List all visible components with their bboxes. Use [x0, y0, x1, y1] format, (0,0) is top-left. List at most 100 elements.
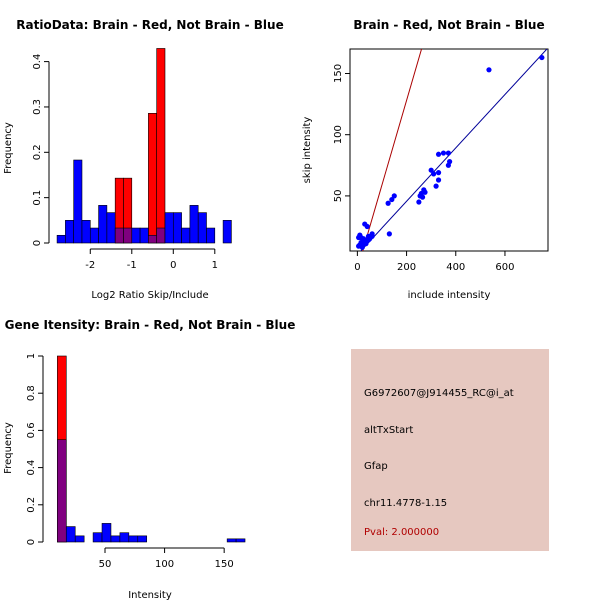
scatter-y-tick-label: 50 [333, 190, 344, 203]
ratio-notbrain-bar [189, 205, 199, 244]
ratio-histogram-title: RatioData: Brain - Red, Not Brain - Blue [16, 18, 283, 32]
ratio-x-tick-label: -1 [127, 260, 137, 271]
ratio-notbrain-bar [164, 212, 174, 244]
scatter-point [419, 194, 426, 200]
scatter-x-tick-label: 200 [397, 262, 416, 273]
gene-intensity-ylabel: Frequency [3, 422, 14, 474]
ratio-histogram-panel: RatioData: Brain - Red, Not Brain - Blue… [3, 18, 284, 301]
scatter-point [386, 231, 392, 237]
ratio-notbrain-bar [139, 227, 149, 244]
gene-x-tick-label: 100 [155, 559, 174, 570]
gene-intensity-title: Gene Itensity: Brain - Red, Not Brain - … [5, 318, 296, 332]
info-panel: G6972607@J914455_RC@i_at altTxStart Gfap… [351, 349, 549, 551]
ratio-x-tick-label: 0 [170, 260, 176, 271]
scatter-y-axis: 50 100 150 [333, 64, 350, 202]
scatter-box [349, 48, 549, 252]
gene-y-tick-label: 0.8 [26, 385, 37, 401]
gene-y-tick-label: 0 [26, 539, 37, 545]
gene-notbrain-bar [65, 526, 76, 543]
ratio-notbrain-bar [123, 227, 133, 244]
probe-id: G6972607@J914455_RC@i_at [364, 388, 514, 399]
scatter-point [416, 199, 422, 205]
ratio-y-axis: 0 0.1 0.2 0.3 0.4 [32, 54, 50, 246]
ratio-notbrain-bar [206, 227, 216, 244]
event-type: altTxStart [364, 425, 414, 436]
scatter-title: Brain - Red, Not Brain - Blue [353, 18, 544, 32]
ratio-y-tick-label: 0 [32, 240, 43, 246]
scatter-point [445, 150, 451, 156]
scatter-point [391, 193, 397, 199]
scatter-y-tick-label: 150 [333, 64, 344, 83]
ratio-notbrain-bar [131, 227, 141, 244]
gene-intensity-xlabel: Intensity [128, 590, 172, 600]
scatter-point [486, 67, 492, 73]
scatter-xlabel: include intensity [408, 290, 491, 301]
gene-notbrain-bar [101, 523, 112, 543]
scatter-point [435, 177, 442, 183]
scatter-x-tick-label: 0 [354, 262, 360, 273]
ratio-notbrain-bar [114, 227, 124, 244]
ratio-x-axis: -2 -1 0 1 [85, 248, 218, 271]
gene-notbrain-bar [128, 535, 139, 543]
ratio-brain-bar [148, 113, 157, 244]
ratio-notbrain-bar [56, 234, 66, 244]
gene-notbrain-bar [137, 535, 148, 543]
scatter-x-tick-label: 600 [495, 262, 514, 273]
scatter-x-axis: 0 200 400 600 [354, 251, 515, 273]
gene-y-tick-label: 1 [26, 353, 37, 359]
ratio-y-tick-label: 0.3 [32, 99, 43, 115]
ratio-y-tick-label: 0.4 [32, 54, 43, 70]
intensity-scatter-panel: Brain - Red, Not Brain - Blue include in… [302, 18, 549, 301]
ratio-notbrain-bar [181, 227, 191, 244]
ratio-notbrain-bar [106, 212, 116, 244]
scatter-point [385, 200, 391, 206]
pval: Pval: 2.000000 [364, 527, 440, 538]
ratio-notbrain-bar [222, 220, 232, 244]
scatter-point [362, 221, 368, 227]
gene-y-tick-label: 0.2 [26, 497, 37, 513]
scatter-point [360, 236, 367, 242]
gene-notbrain-bar [226, 538, 237, 543]
ratio-notbrain-bar [73, 159, 83, 244]
gene-y-tick-label: 0.4 [26, 460, 37, 476]
gene-y-axis: 0 0.2 0.4 0.6 0.8 1 [26, 353, 44, 545]
gene-notbrain-bar [57, 439, 67, 543]
scatter-point [431, 171, 437, 177]
scatter-y-tick-label: 100 [333, 125, 344, 144]
gene-x-axis: 50 100 150 [99, 547, 234, 570]
ratio-x-tick-label: 1 [212, 260, 218, 271]
brain-fit-line [362, 49, 423, 251]
ratio-notbrain-bar [65, 220, 74, 244]
gene-notbrain-bar [74, 535, 85, 543]
scatter-ylabel: skip intensity [302, 117, 313, 184]
gene-notbrain-bar [92, 532, 103, 543]
ratio-notbrain-bar [156, 227, 166, 244]
scatter-point [365, 233, 372, 239]
gene-notbrain-bar [110, 535, 121, 543]
gene-y-tick-label: 0.6 [26, 422, 37, 438]
ratio-brain-bar [156, 48, 166, 244]
ratio-histogram-ylabel: Frequency [3, 122, 14, 174]
scatter-point [539, 54, 545, 61]
ratio-y-tick-label: 0.1 [32, 190, 43, 206]
location: chr11.4778-1.15 [364, 498, 448, 509]
ratio-notbrain-bar [89, 227, 99, 244]
gene-x-tick-label: 50 [99, 559, 112, 570]
scatter-point [365, 237, 372, 243]
ratio-notbrain-bar [197, 212, 207, 244]
gene-name: Gfap [364, 461, 388, 472]
ratio-notbrain-bar [172, 212, 182, 244]
gene-notbrain-bar [235, 538, 246, 543]
scatter-point [358, 239, 364, 246]
ratio-histogram-xlabel: Log2 Ratio Skip/Include [91, 290, 208, 301]
scatter-point [440, 150, 447, 156]
scatter-x-tick-label: 400 [446, 262, 465, 273]
ratio-notbrain-bar [148, 234, 157, 244]
gene-x-tick-label: 150 [215, 559, 234, 570]
scatter-point [428, 167, 434, 173]
ratio-notbrain-bar [98, 205, 108, 244]
scatter-point [389, 196, 395, 203]
scatter-point [356, 234, 362, 241]
scatter-point [435, 170, 442, 176]
